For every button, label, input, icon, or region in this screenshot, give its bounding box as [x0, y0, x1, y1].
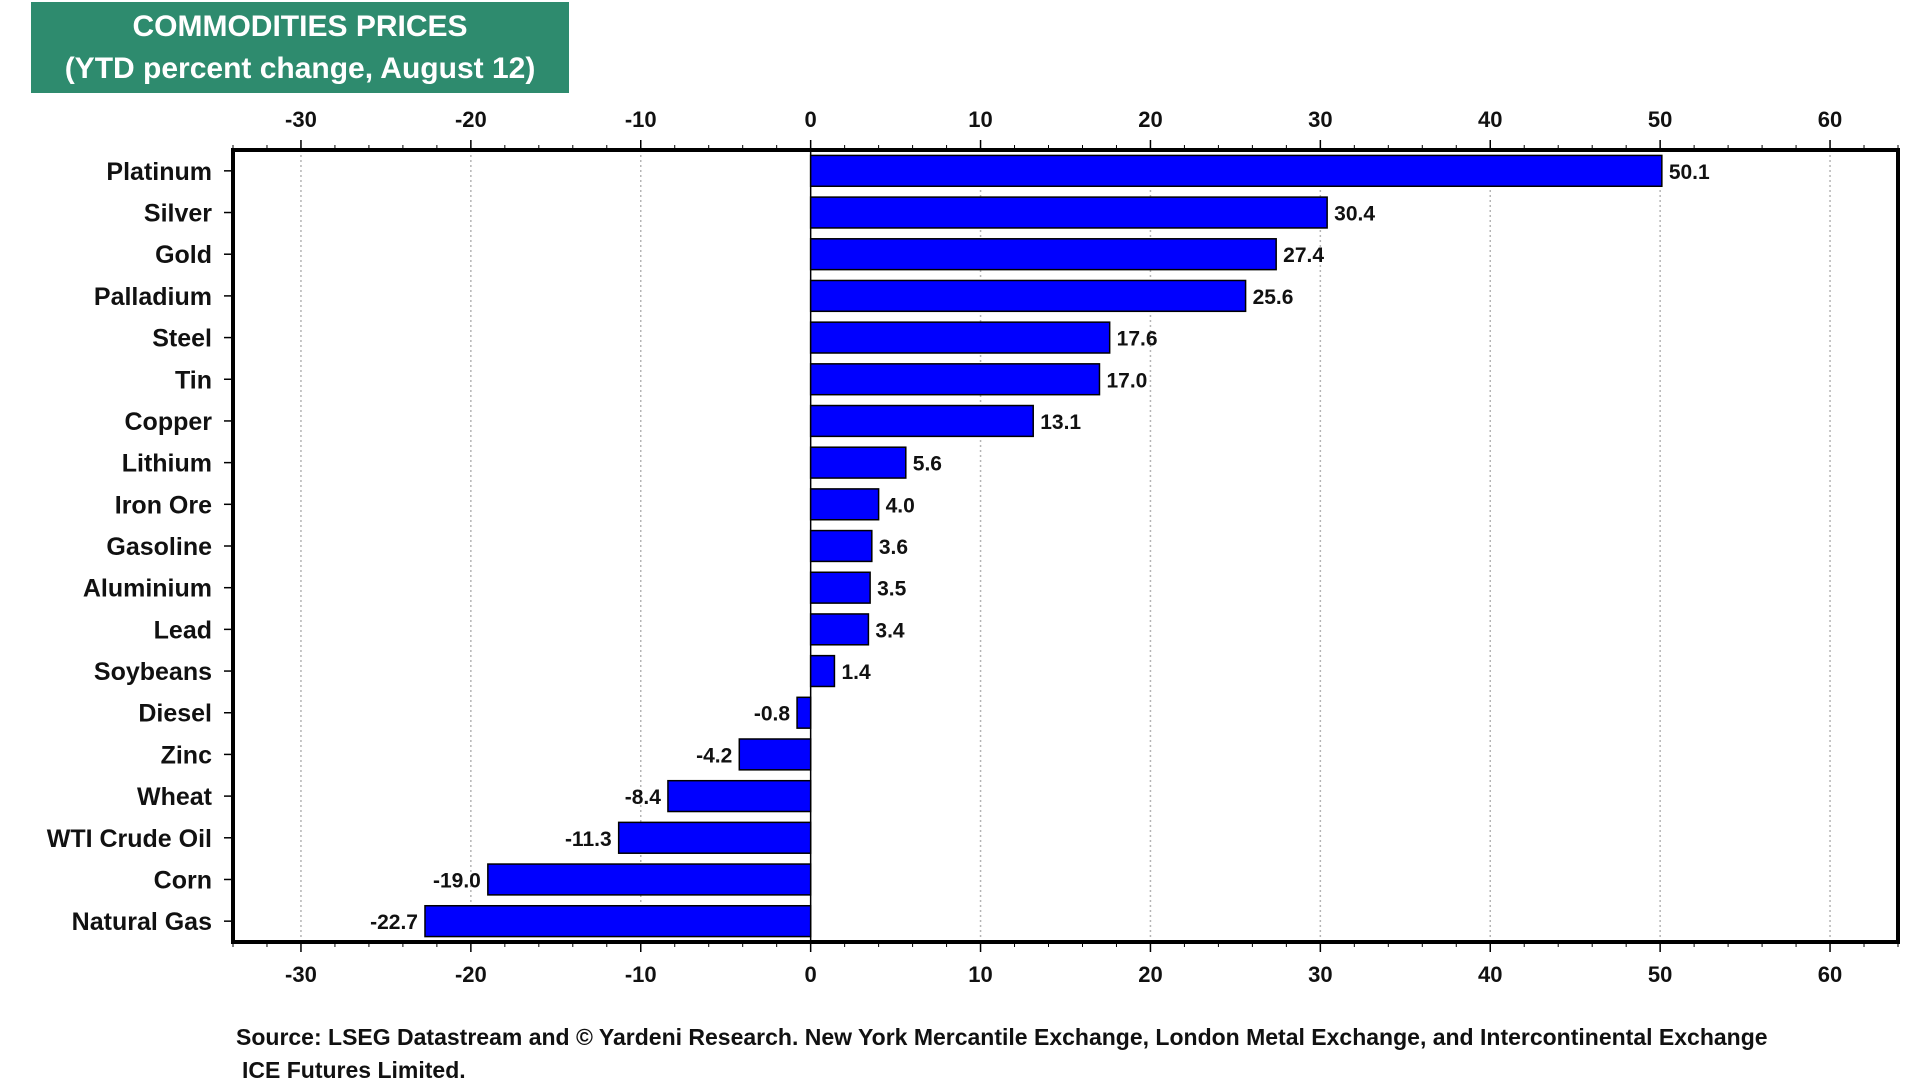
- x-tick-label-top: 40: [1478, 107, 1502, 132]
- x-tick-label-top: 0: [805, 107, 817, 132]
- x-tick-label-top: -20: [455, 107, 487, 132]
- x-tick-label-bottom: 40: [1478, 962, 1502, 987]
- bar: [809, 196, 1328, 229]
- category-label: Silver: [144, 200, 212, 228]
- axis-ticks: -30 -30 -20 -20 -10 -10 0 0 10 10 20 20 30 30 40 40 50 50…: [224, 107, 1899, 987]
- value-label: -19.0: [433, 869, 481, 892]
- value-label: -22.7: [370, 911, 418, 934]
- source-line-1: Source: LSEG Datastream and © Yardeni Re…: [236, 1024, 1768, 1050]
- x-tick-label-bottom: 50: [1648, 962, 1672, 987]
- bar: [424, 904, 812, 938]
- category-label: Lead: [154, 616, 212, 644]
- value-label: 27.4: [1283, 244, 1324, 267]
- x-tick-label-top: 50: [1648, 107, 1672, 132]
- x-tick-label-top: 20: [1138, 107, 1162, 132]
- value-label: 1.4: [841, 661, 871, 684]
- category-label: Aluminium: [83, 575, 212, 603]
- value-label: -8.4: [625, 786, 662, 809]
- bar: [809, 238, 1277, 271]
- chart-title: COMMODITIES PRICES: [132, 9, 468, 43]
- plot-frame: [231, 148, 1900, 944]
- bar: [738, 738, 812, 771]
- bar: [487, 863, 812, 896]
- category-label: Soybeans: [94, 658, 212, 686]
- value-label: -0.8: [754, 703, 791, 726]
- category-label: Tin: [175, 366, 212, 394]
- bar: [796, 696, 812, 729]
- x-tick-label-top: 10: [968, 107, 992, 132]
- bars: [424, 154, 1663, 938]
- bar: [617, 821, 812, 854]
- x-tick-label-bottom: -20: [455, 962, 487, 987]
- x-tick-label-bottom: 0: [805, 962, 817, 987]
- category-label: Platinum: [106, 158, 212, 186]
- category-label: Corn: [154, 866, 212, 894]
- category-label: Zinc: [161, 741, 212, 769]
- x-tick-label-top: -30: [285, 107, 317, 132]
- bar: [809, 154, 1663, 188]
- value-label: 17.6: [1117, 328, 1158, 351]
- category-label: Lithium: [122, 450, 212, 478]
- category-label: WTI Crude Oil: [47, 825, 212, 853]
- category-label: Gasoline: [106, 533, 212, 561]
- category-label: Diesel: [138, 700, 212, 728]
- bar: [809, 488, 880, 521]
- x-tick-label-top: -10: [625, 107, 657, 132]
- x-tick-label-top: 60: [1818, 107, 1842, 132]
- x-tick-label-bottom: -30: [285, 962, 317, 987]
- value-label: 17.0: [1106, 369, 1147, 392]
- value-label: 3.4: [875, 619, 905, 642]
- bar: [809, 654, 836, 688]
- value-label: 5.6: [913, 453, 942, 476]
- category-label: Gold: [155, 241, 212, 269]
- category-label: Copper: [125, 408, 213, 436]
- category-label: Natural Gas: [72, 908, 212, 936]
- x-tick-label-bottom: 60: [1818, 962, 1842, 987]
- category-label: Palladium: [94, 283, 212, 311]
- x-tick-label-bottom: 30: [1308, 962, 1332, 987]
- chart-title-box: COMMODITIES PRICES (YTD percent change, …: [31, 2, 569, 93]
- value-label: 3.6: [879, 536, 908, 559]
- value-labels: 50.1 30.4 27.4 25.6 17.6 17.0 13.1 5.6 4.0 3.6 3.5…: [370, 161, 1710, 934]
- value-label: 3.5: [877, 578, 907, 601]
- bar: [809, 363, 1101, 396]
- x-tick-label-bottom: -10: [625, 962, 657, 987]
- x-tick-label-bottom: 20: [1138, 962, 1162, 987]
- value-label: 4.0: [886, 494, 915, 517]
- bar: [809, 321, 1111, 354]
- source-line-2: ICE Futures Limited.: [242, 1057, 466, 1083]
- category-label: Iron Ore: [115, 491, 212, 519]
- value-label: 13.1: [1040, 411, 1081, 434]
- bar: [809, 571, 871, 604]
- value-label: -4.2: [696, 744, 732, 767]
- category-label: Wheat: [137, 783, 213, 811]
- bar: [809, 404, 1034, 438]
- x-tick-label-top: 30: [1308, 107, 1332, 132]
- x-tick-label-bottom: 10: [968, 962, 992, 987]
- bar: [809, 446, 907, 479]
- bar: [809, 613, 870, 646]
- source-note: Source: LSEG Datastream and © Yardeni Re…: [236, 1021, 1896, 1087]
- bar: [667, 779, 812, 813]
- value-label: 50.1: [1669, 161, 1710, 184]
- bar: [809, 279, 1247, 313]
- value-label: 25.6: [1253, 286, 1294, 309]
- category-label: Steel: [152, 325, 212, 353]
- bar: [809, 529, 873, 563]
- category-labels: Platinum Silver Gold Palladium Steel Tin Coppe…: [47, 158, 213, 936]
- chart-subtitle: (YTD percent change, August 12): [64, 51, 536, 85]
- value-label: -11.3: [565, 828, 612, 851]
- value-label: 30.4: [1334, 203, 1375, 226]
